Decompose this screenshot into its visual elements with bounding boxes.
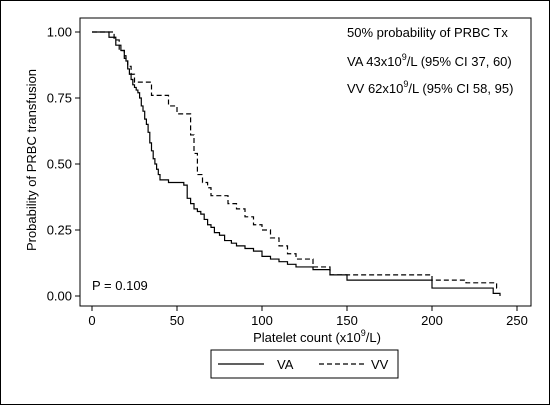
y-axis: 0.00 0.25 0.50 0.75 1.00 bbox=[47, 25, 80, 304]
series-line-va bbox=[92, 31, 501, 296]
annotation-vv: VV 62x109/L (95% CI 58, 95) bbox=[347, 79, 513, 96]
x-axis-label-main: Platelet count (x10 bbox=[253, 330, 361, 345]
x-tick-label: 200 bbox=[421, 313, 443, 328]
legend-label-va: VA bbox=[277, 357, 294, 372]
annotation-vv-pre: VV 62x10 bbox=[347, 81, 403, 96]
annotation-heading: 50% probability of PRBC Tx bbox=[347, 25, 508, 40]
x-axis-label: Platelet count (x109/L) bbox=[253, 328, 381, 345]
annotation-vv-post: /L (95% CI 58, 95) bbox=[408, 81, 513, 96]
x-tick-label: 50 bbox=[170, 313, 184, 328]
legend: VA VV bbox=[210, 349, 399, 379]
annotation-va-sup: 9 bbox=[402, 52, 407, 62]
annotation-va-pre: VA 43x10 bbox=[347, 54, 402, 69]
y-tick-label: 0.75 bbox=[47, 91, 72, 106]
x-axis-label-sup: 9 bbox=[361, 328, 366, 338]
p-value: P = 0.109 bbox=[92, 278, 148, 293]
x-tick-label: 150 bbox=[336, 313, 358, 328]
series-layer bbox=[92, 31, 501, 296]
x-axis: 0 50 100 150 200 250 bbox=[88, 306, 528, 328]
annotation-va-post: /L (95% CI 37, 60) bbox=[407, 54, 512, 69]
x-tick-label: 0 bbox=[88, 313, 95, 328]
legend-label-vv: VV bbox=[371, 357, 389, 372]
x-axis-label-tail: /L) bbox=[366, 330, 381, 345]
x-tick-label: 100 bbox=[251, 313, 273, 328]
annotation-vv-sup: 9 bbox=[403, 79, 408, 89]
y-tick-label: 1.00 bbox=[47, 25, 72, 40]
y-tick-label: 0.00 bbox=[47, 289, 72, 304]
annotation-va: VA 43x109/L (95% CI 37, 60) bbox=[347, 52, 512, 69]
y-tick-label: 0.50 bbox=[47, 157, 72, 172]
series-line-vv bbox=[92, 31, 500, 289]
y-axis-label: Probability of PRBC transfusion bbox=[24, 69, 39, 251]
y-tick-label: 0.25 bbox=[47, 223, 72, 238]
x-tick-label: 250 bbox=[506, 313, 528, 328]
